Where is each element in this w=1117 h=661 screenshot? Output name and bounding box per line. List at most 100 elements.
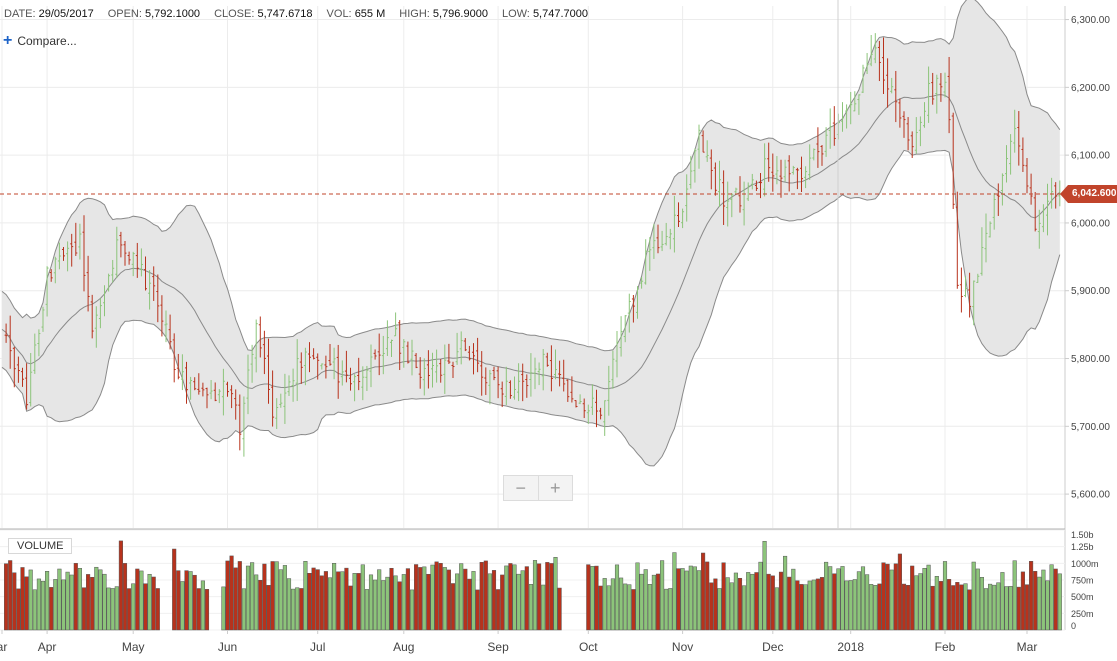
- ohlc-bar: [234, 389, 238, 420]
- ohlc-bar: [865, 52, 869, 74]
- volume-bar: [266, 585, 271, 631]
- volume-bar: [143, 583, 148, 631]
- ohlc-bar: [841, 102, 844, 132]
- ohlc-bar: [935, 74, 939, 114]
- volume-bar: [651, 574, 656, 631]
- volume-bar: [332, 563, 337, 631]
- ohlc-bar: [176, 353, 180, 380]
- ohlc-bar: [152, 266, 156, 301]
- volume-bar: [381, 580, 386, 631]
- ohlc-bar: [402, 339, 406, 368]
- volume-bar: [196, 588, 201, 631]
- volume-bar: [774, 587, 779, 631]
- plus-icon: +: [3, 32, 13, 49]
- ohlc-bar: [709, 149, 713, 190]
- ohlc-bar: [1054, 182, 1058, 209]
- volume-bar: [856, 571, 861, 631]
- volume-bar: [434, 561, 439, 631]
- compare-button[interactable]: + Compare...: [3, 32, 77, 49]
- price-grid: [0, 6, 1065, 528]
- ohlc-bar: [574, 400, 578, 408]
- ohlc-bar: [783, 159, 787, 182]
- open-value: 5,792.1000: [145, 8, 201, 20]
- volume-bar: [988, 583, 993, 631]
- zoom-out-button[interactable]: −: [515, 477, 526, 498]
- ohlc-bar: [545, 352, 549, 367]
- volume-bar: [336, 571, 341, 631]
- volume-bar: [475, 589, 480, 631]
- volume-bar: [889, 569, 894, 631]
- ohlc-bar: [139, 248, 143, 277]
- volume-bar: [758, 561, 763, 631]
- time-tick-label: Oct: [579, 640, 598, 654]
- volume-bar: [799, 584, 804, 631]
- ohlc-bar: [275, 398, 279, 430]
- ohlc-bar: [476, 337, 480, 373]
- volume-bar: [942, 561, 948, 631]
- ohlc-bar: [111, 259, 115, 283]
- volume-bar: [147, 573, 152, 631]
- volume-bar: [733, 572, 738, 631]
- volume-bar: [1057, 573, 1062, 631]
- ohlc-bar: [103, 285, 106, 317]
- time-tick-label: Jun: [218, 640, 237, 654]
- ohlc-bar: [148, 270, 152, 310]
- volume-bar: [746, 572, 751, 631]
- volume-bar: [914, 575, 919, 631]
- ohlc-bar: [435, 349, 439, 383]
- ohlc-bar: [603, 400, 607, 436]
- volume-bar: [598, 585, 603, 631]
- volume-bar: [696, 570, 702, 631]
- volume-bar: [28, 569, 33, 631]
- volume-bar: [65, 571, 70, 631]
- volume-bar: [742, 585, 747, 631]
- bollinger-band-fill: [2, 0, 1060, 466]
- zoom-in-button[interactable]: +: [549, 477, 561, 498]
- volume-bar: [967, 589, 972, 631]
- volume-bar: [250, 562, 255, 631]
- volume-bar: [438, 563, 443, 631]
- ohlc-bar: [910, 131, 914, 158]
- volume-bar: [397, 581, 402, 631]
- ohlc-bar: [246, 354, 250, 415]
- volume-bar: [930, 585, 935, 631]
- ohlc-bar: [873, 33, 877, 64]
- ohlc-bar: [205, 387, 209, 409]
- ohlc-bar: [62, 246, 65, 261]
- volume-bar: [541, 584, 546, 631]
- volume-bar: [520, 570, 525, 631]
- volume-bar: [20, 567, 25, 631]
- volume-bar: [737, 577, 743, 631]
- ohlc-bar: [443, 344, 447, 394]
- volume-bar: [627, 584, 632, 631]
- volume-bar: [803, 584, 808, 631]
- ohlc-bar: [746, 182, 750, 201]
- volume-bar: [409, 589, 415, 631]
- volume-bar: [16, 588, 21, 631]
- ohlc-bar: [123, 240, 127, 266]
- price-tick-label: 5,900.00: [1071, 286, 1110, 297]
- ohlc-bar: [980, 227, 984, 276]
- volume-bar: [274, 561, 279, 631]
- compare-label: Compare...: [17, 34, 77, 48]
- volume-bar: [344, 567, 349, 631]
- volume-bar: [947, 579, 952, 631]
- ohlc-bar: [644, 239, 648, 285]
- volume-bar: [483, 560, 488, 631]
- volume-bar: [229, 555, 234, 631]
- ohlc-bar: [82, 215, 86, 292]
- volume-bar: [934, 576, 939, 631]
- ohlc-bar: [927, 66, 931, 123]
- ohlc-bar: [652, 223, 656, 259]
- ohlc-bar: [394, 312, 398, 337]
- price-axis: 5,600.00 5,700.00 5,800.00 5,900.00 6,000.00…: [1065, 15, 1110, 501]
- ohlc-bar: [1005, 145, 1008, 183]
- ohlc-bar: [484, 367, 488, 395]
- volume-bar: [426, 573, 431, 631]
- volume-bar: [479, 562, 484, 631]
- volume-bar: [98, 569, 103, 631]
- ohlc-bar: [906, 117, 910, 151]
- volume-bar: [1041, 569, 1046, 631]
- volume-bar: [836, 568, 841, 631]
